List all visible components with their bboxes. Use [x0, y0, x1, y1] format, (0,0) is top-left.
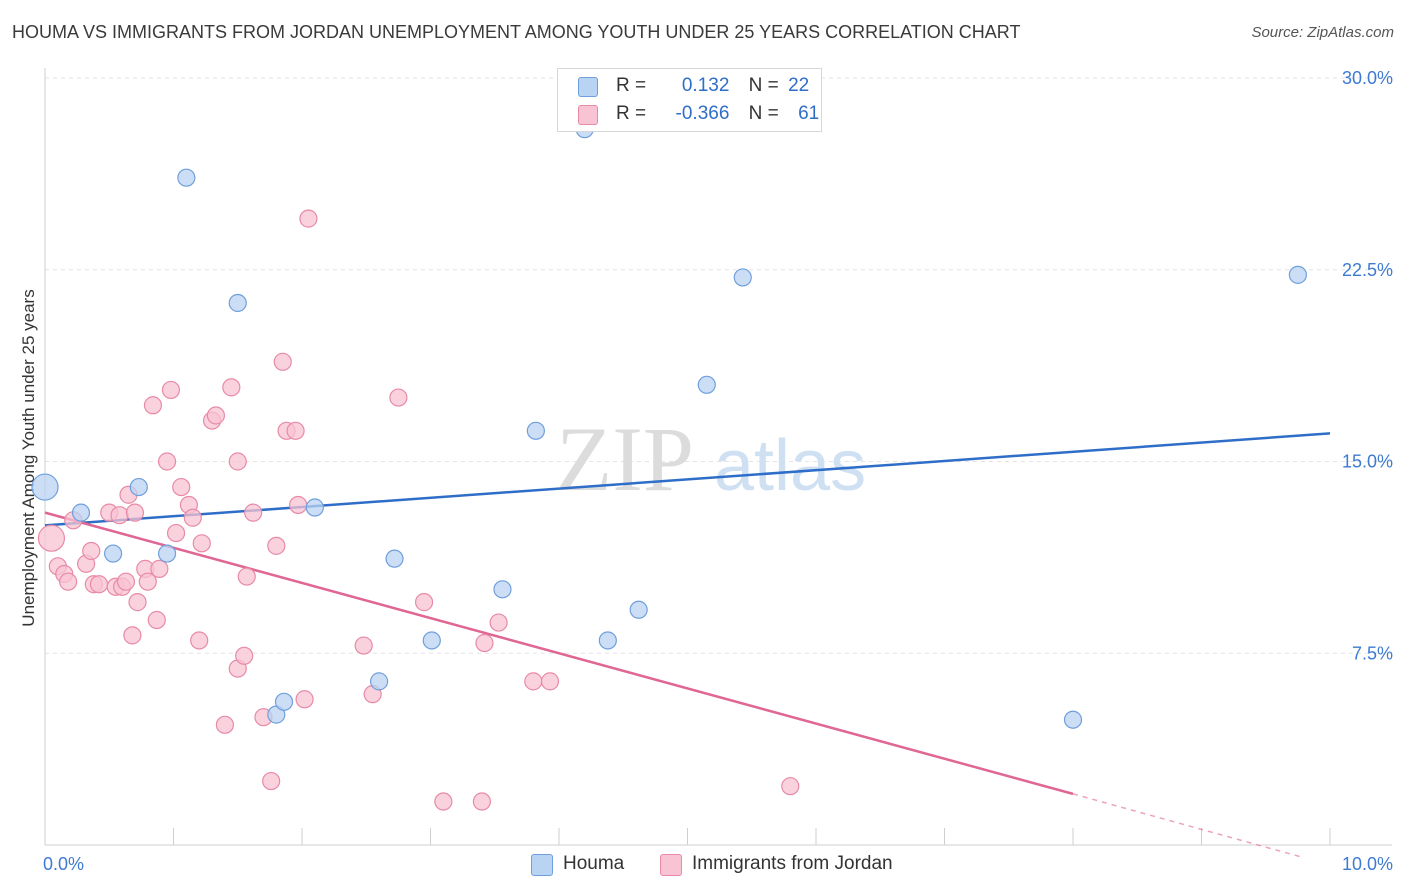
jordan-point	[138, 572, 157, 591]
source-note: Source: ZipAtlas.com	[1251, 24, 1394, 41]
y-tick-label: 22.5%	[1342, 260, 1393, 280]
jordan-point	[475, 633, 494, 653]
axes	[44, 68, 1392, 846]
houma-legend-swatch	[531, 854, 553, 876]
jordan-point	[295, 690, 314, 709]
legend-jordan-r: -0.366	[675, 103, 730, 124]
jordan-point	[150, 559, 169, 578]
legend-houma-r: 0.132	[681, 75, 730, 96]
houma-point	[71, 503, 91, 522]
jordan-point	[125, 503, 145, 522]
jordan-point	[166, 523, 186, 543]
jordan-point	[262, 771, 281, 791]
houma-point	[129, 477, 148, 497]
jordan-point	[389, 388, 408, 407]
watermark-atlas: atlas	[714, 426, 866, 506]
houma-point	[422, 631, 441, 650]
jordan-point	[354, 636, 373, 655]
legend-houma-n: 22	[788, 75, 810, 96]
jordan-swatch	[578, 105, 598, 125]
houma-point	[305, 498, 324, 517]
jordan-point	[489, 613, 508, 632]
jordan-point	[781, 777, 800, 796]
jordan-legend-label: Immigrants from Jordan	[692, 853, 893, 874]
jordan-point	[244, 503, 263, 522]
houma-point	[228, 293, 247, 313]
jordan-point	[110, 506, 129, 525]
houma-legend-label: Houma	[563, 853, 625, 874]
jordan-point	[147, 610, 166, 630]
jordan-point	[540, 672, 560, 691]
jordan-point	[414, 593, 434, 612]
jordan-point	[215, 715, 234, 734]
series-jordan-points	[37, 209, 800, 811]
jordan-point	[235, 646, 254, 665]
watermark-zip: ZIP	[556, 408, 694, 510]
jordan-legend-swatch	[660, 854, 682, 876]
legend-jordan-n: 61	[798, 103, 820, 124]
jordan-point	[299, 209, 318, 228]
houma-point	[157, 544, 177, 563]
y-tick-label: 7.5%	[1352, 643, 1393, 663]
y-tick-label: 30.0%	[1342, 68, 1393, 88]
jordan-point	[228, 452, 247, 471]
houma-point	[104, 544, 123, 563]
jordan-point	[286, 421, 305, 440]
houma-swatch	[578, 77, 598, 97]
chart-title: HOUMA VS IMMIGRANTS FROM JORDAN UNEMPLOY…	[12, 22, 1021, 42]
jordan-point	[524, 672, 543, 691]
jordan-point	[190, 631, 209, 650]
jordan-point	[172, 477, 191, 497]
jordan-point	[237, 567, 256, 586]
legend-n-label: N =	[748, 103, 779, 124]
jordan-point	[157, 452, 177, 471]
houma-point	[598, 631, 617, 650]
houma-point	[274, 692, 294, 711]
jordan-point	[123, 626, 142, 645]
series-houma-points	[31, 120, 1307, 729]
x-tick-label-min: 0.0%	[43, 854, 84, 874]
jordan-point	[192, 534, 211, 553]
jordan-point	[128, 593, 147, 612]
legend-r-label: R =	[616, 75, 647, 96]
jordan-point	[143, 396, 163, 415]
jordan-point	[222, 378, 241, 397]
houma-point	[1063, 710, 1083, 729]
x-tick-label-max: 10.0%	[1342, 854, 1393, 874]
houma-point	[370, 672, 389, 691]
series-legend: Houma Immigrants from Jordan	[0, 852, 1406, 876]
jordan-point	[82, 541, 101, 561]
houma-point	[526, 421, 545, 440]
tick-labels: 7.5% 15.0% 22.5% 30.0% 0.0% 10.0%	[43, 68, 1393, 874]
houma-point	[385, 549, 404, 568]
jordan-point	[273, 352, 292, 371]
houma-point	[629, 600, 648, 619]
jordan-point	[37, 524, 66, 552]
legend-n-label: N =	[748, 75, 779, 96]
houma-point	[177, 168, 196, 187]
watermark: ZIP atlas	[556, 408, 866, 510]
jordan-point	[267, 536, 286, 555]
jordan-point	[59, 572, 78, 591]
jordan-point	[434, 792, 453, 811]
houma-point	[733, 268, 752, 287]
jordan-point	[89, 575, 109, 594]
houma-point	[31, 473, 59, 501]
legend-r-label: R =	[616, 103, 647, 124]
jordan-point	[472, 792, 491, 811]
jordan-point	[289, 495, 308, 515]
jordan-point	[116, 572, 136, 591]
stats-legend: R = 0.132 N = 22 R = -0.366 N = 61	[557, 68, 822, 132]
jordan-point	[183, 508, 202, 527]
jordan-trend-line	[44, 511, 1074, 796]
jordan-trend-extension	[1072, 793, 1305, 859]
jordan-point	[206, 406, 226, 425]
houma-point	[1288, 265, 1307, 284]
y-tick-label: 15.0%	[1342, 452, 1393, 472]
jordan-point	[161, 380, 181, 400]
houma-point	[493, 580, 512, 599]
houma-point	[697, 375, 716, 394]
